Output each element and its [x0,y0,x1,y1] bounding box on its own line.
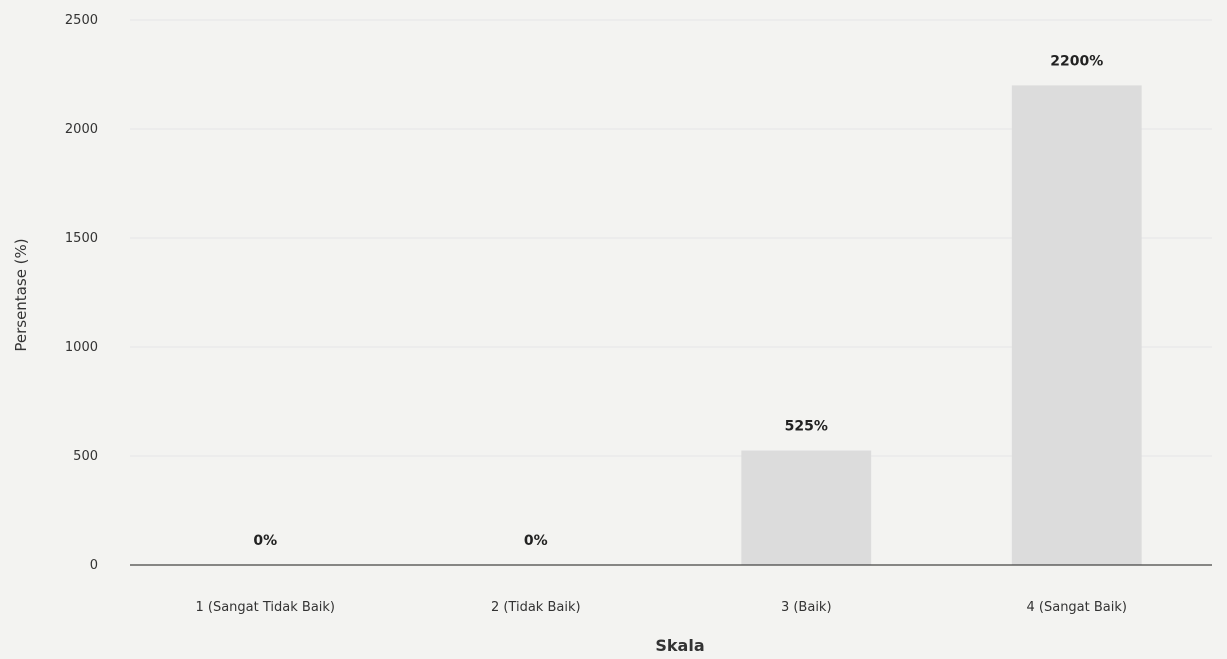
x-axis-title: Skala [655,636,704,655]
y-tick-label: 1000 [65,340,98,355]
bar-data-label: 525% [785,419,828,435]
x-tick-label: 1 (Sangat Tidak Baik) [195,600,335,615]
bar [1011,85,1142,566]
bar [741,450,872,565]
bars [741,85,1142,566]
y-tick-label: 2500 [65,13,98,28]
x-tick-label: 3 (Baik) [781,600,832,615]
y-tick-label: 2000 [65,122,98,137]
y-axis-title: Persentase (%) [12,238,30,351]
bar-data-label: 0% [253,533,277,549]
y-tick-label: 1500 [65,231,98,246]
y-axis: 0 500 1000 1500 2000 2500 [65,13,98,573]
x-tick-label: 4 (Sangat Baik) [1027,600,1127,615]
y-tick-label: 0 [90,558,98,573]
x-axis: 1 (Sangat Tidak Baik) 2 (Tidak Baik) 3 (Ba… [130,564,1212,615]
bar-data-label: 2200% [1050,53,1103,69]
data-labels: 0% 0% 525% 2200% [253,53,1103,549]
x-tick-label: 2 (Tidak Baik) [491,600,581,615]
y-tick-label: 500 [73,449,98,464]
bar-data-label: 0% [524,533,548,549]
